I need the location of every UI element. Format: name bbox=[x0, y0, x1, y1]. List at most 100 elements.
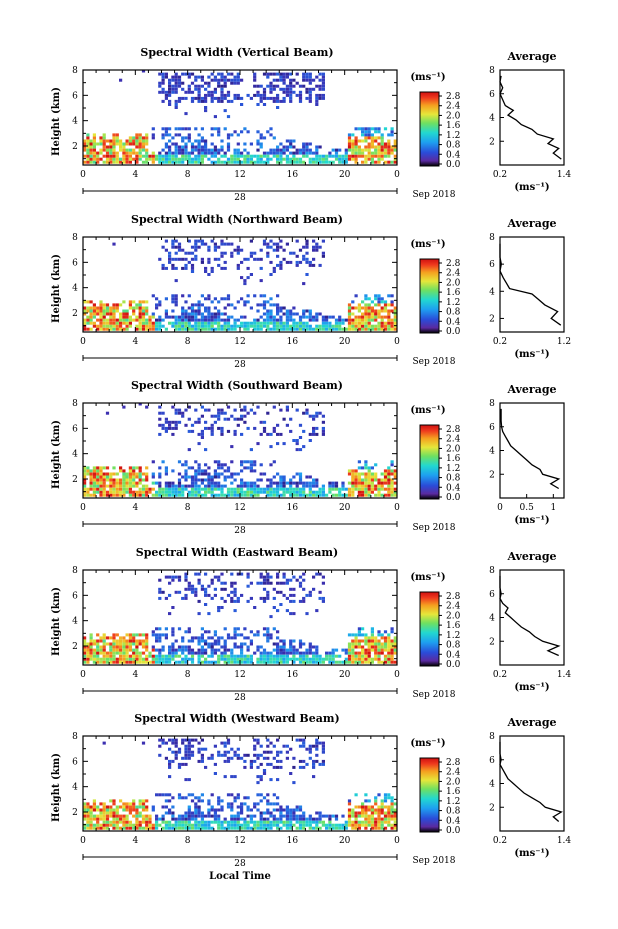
heatmap-cell bbox=[105, 817, 110, 821]
heatmap-cell bbox=[83, 636, 87, 640]
heatmap-cell bbox=[269, 245, 273, 249]
heatmap-cell bbox=[243, 753, 247, 757]
heatmap-cell bbox=[168, 762, 172, 766]
heatmap-cell bbox=[357, 154, 361, 158]
heatmap-cell bbox=[109, 160, 113, 164]
heatmap-cell bbox=[177, 481, 182, 485]
heatmap-cell bbox=[184, 154, 188, 158]
heatmap-cell bbox=[200, 257, 204, 261]
heatmap-cell bbox=[282, 478, 286, 482]
heatmap-cell bbox=[390, 654, 394, 658]
heatmap-cell bbox=[105, 475, 110, 479]
heatmap-cell bbox=[282, 581, 286, 585]
heatmap-cell bbox=[92, 160, 96, 164]
heatmap-cell bbox=[240, 315, 244, 319]
heatmap-cell bbox=[321, 251, 325, 255]
average-profile-line bbox=[499, 741, 563, 822]
heatmap-cell bbox=[171, 578, 175, 582]
heatmap-cell bbox=[220, 139, 224, 143]
heatmap-cell bbox=[187, 645, 191, 649]
heatmap-cell bbox=[92, 481, 96, 485]
heatmap-cell bbox=[285, 327, 289, 331]
heatmap-cell bbox=[197, 463, 201, 467]
x-tick-label: 12 bbox=[234, 670, 245, 680]
heatmap-cell bbox=[236, 654, 240, 658]
heatmap-cell bbox=[89, 823, 93, 827]
heatmap-cell bbox=[204, 826, 208, 830]
heatmap-cell bbox=[213, 772, 217, 775]
heatmap-cell bbox=[204, 151, 208, 155]
heatmap-cell bbox=[282, 642, 286, 646]
heatmap-cell bbox=[351, 469, 355, 473]
heatmap-cell bbox=[158, 315, 162, 319]
heatmap-cell bbox=[393, 814, 397, 818]
heatmap-cell bbox=[285, 657, 289, 661]
heatmap-cell bbox=[308, 87, 312, 91]
heatmap-cell bbox=[240, 802, 244, 806]
heatmap-cell bbox=[262, 160, 267, 164]
heatmap-cell bbox=[109, 318, 113, 322]
heatmap-cell bbox=[351, 651, 355, 655]
heatmap-cell bbox=[374, 130, 378, 134]
heatmap-cell bbox=[135, 811, 139, 815]
heatmap-cell bbox=[279, 590, 283, 594]
heatmap-cell bbox=[285, 75, 289, 79]
heatmap-cell bbox=[236, 657, 240, 661]
heatmap-cell bbox=[279, 72, 283, 76]
colorbar-units: (ms⁻¹) bbox=[410, 72, 445, 83]
heatmap-cell bbox=[83, 639, 87, 643]
heatmap-cell bbox=[86, 154, 90, 158]
heatmap-cell bbox=[285, 87, 289, 91]
x-tick-label: 12 bbox=[234, 503, 245, 513]
heatmap-cell bbox=[168, 808, 172, 812]
heatmap-cell bbox=[177, 654, 182, 658]
heatmap-cell bbox=[341, 327, 345, 331]
heatmap-cell bbox=[282, 814, 286, 818]
heatmap-cell bbox=[364, 312, 368, 316]
y-tick-label: 2 bbox=[72, 808, 78, 818]
heatmap-cell bbox=[92, 139, 96, 143]
heatmap-cell bbox=[115, 820, 119, 824]
heatmap-cell bbox=[387, 651, 391, 655]
heatmap-cell bbox=[302, 78, 306, 82]
heatmap-cell bbox=[230, 817, 234, 821]
heatmap-cell bbox=[161, 154, 165, 158]
heatmap-cell bbox=[253, 154, 257, 158]
heatmap-cell bbox=[259, 817, 263, 821]
heatmap-cell bbox=[194, 487, 198, 491]
heatmap-cell bbox=[305, 324, 309, 328]
heatmap-cell bbox=[217, 484, 221, 488]
heatmap-cell bbox=[390, 460, 394, 464]
heatmap-cell bbox=[289, 493, 293, 497]
heatmap-cell bbox=[213, 318, 217, 322]
heatmap-cell bbox=[141, 493, 146, 497]
heatmap-cell bbox=[246, 276, 250, 280]
heatmap-cell bbox=[128, 148, 132, 152]
heatmap-cell bbox=[168, 820, 172, 824]
heatmap-cell bbox=[370, 133, 374, 137]
heatmap-cell bbox=[243, 490, 247, 494]
heatmap-cell bbox=[269, 127, 273, 131]
heatmap-cell bbox=[230, 487, 234, 491]
heatmap-cell bbox=[312, 490, 316, 494]
heatmap-cell bbox=[96, 142, 100, 146]
heatmap-cell bbox=[289, 324, 293, 328]
heatmap-cell bbox=[354, 645, 358, 649]
heatmap-cell bbox=[158, 590, 162, 594]
heatmap-cell bbox=[377, 481, 381, 485]
heatmap-cell bbox=[249, 490, 253, 494]
heatmap-cell bbox=[119, 657, 123, 661]
heatmap-cell bbox=[96, 472, 100, 476]
heatmap-cell bbox=[194, 254, 198, 258]
heatmap-cell bbox=[243, 321, 247, 325]
heatmap-cell bbox=[262, 756, 267, 760]
heatmap-cell bbox=[194, 309, 198, 313]
heatmap-cell bbox=[295, 490, 299, 494]
heatmap-cell bbox=[370, 145, 374, 149]
heatmap-cell bbox=[383, 639, 388, 643]
heatmap-cell bbox=[344, 487, 348, 491]
heatmap-cell bbox=[370, 490, 374, 494]
heatmap-cell bbox=[92, 324, 96, 328]
heatmap-cell bbox=[266, 660, 270, 664]
heatmap-cell bbox=[145, 808, 149, 812]
